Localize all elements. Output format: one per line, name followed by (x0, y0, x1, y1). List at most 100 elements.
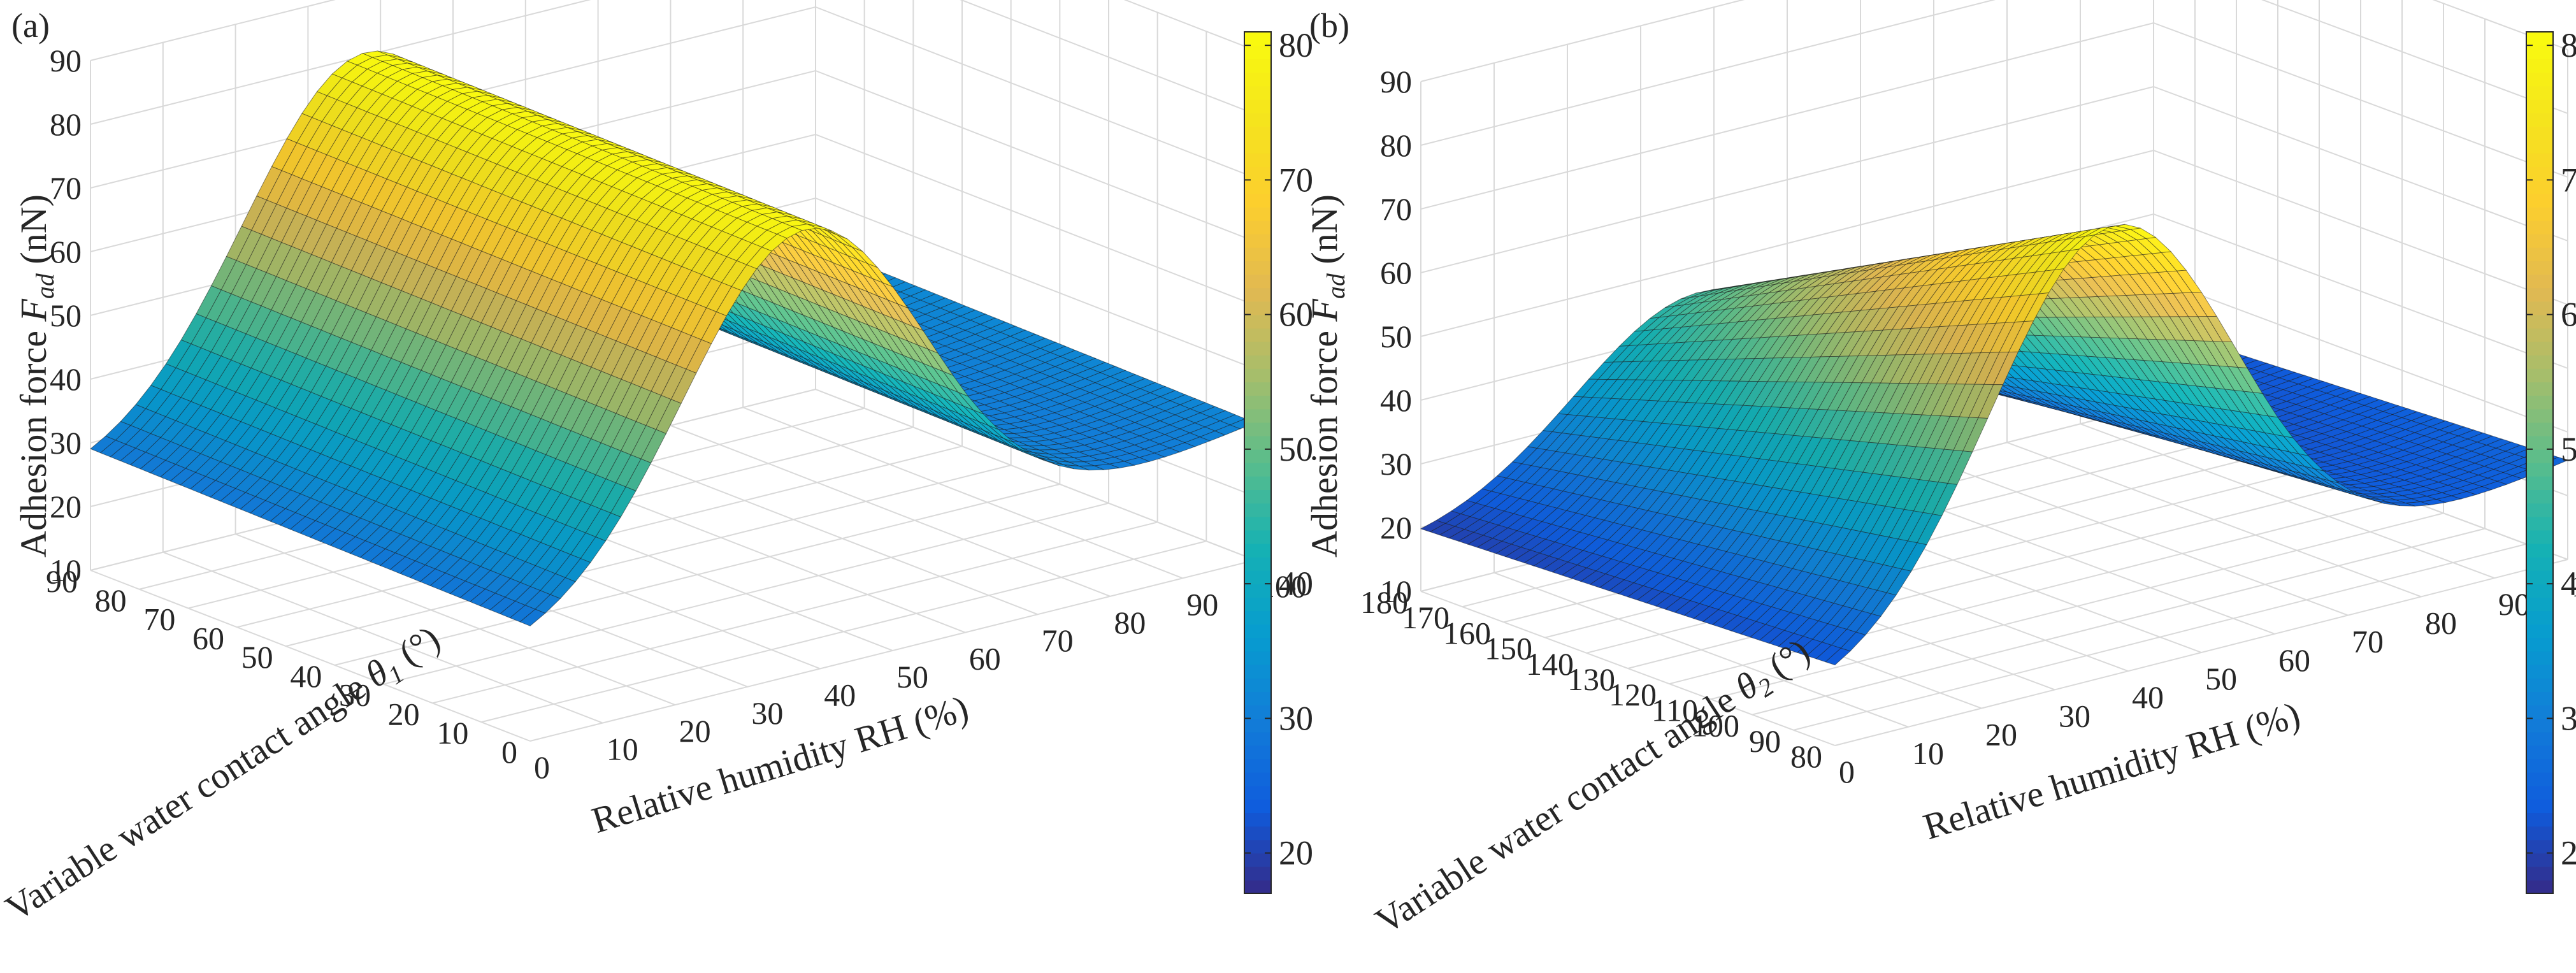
z-tick-label: 30 (1380, 446, 1412, 482)
colorbar-swatch (1244, 72, 1271, 87)
colorbar-swatch (2526, 879, 2553, 894)
colorbar-swatch (2526, 530, 2553, 544)
colorbar-swatch (1244, 112, 1271, 127)
colorbar-swatch (2526, 287, 2553, 302)
floor-gridline-x (598, 443, 1038, 616)
colorbar-swatch (1244, 826, 1271, 840)
colorbar-swatch (1244, 59, 1271, 73)
label-text: Variable water contact angle (1368, 674, 1750, 942)
colorbar-swatch (1244, 314, 1271, 329)
colorbar-swatch (1244, 32, 1271, 46)
colorbar-swatch (2526, 476, 2553, 491)
colorbar-swatch (2526, 839, 2553, 854)
colorbar-swatch (1244, 772, 1271, 786)
x-tick-label: 60 (2278, 642, 2310, 678)
colorbar-swatch (2526, 786, 2553, 800)
z-tick-label: 90 (50, 43, 82, 78)
x-tick-label: 10 (607, 732, 638, 767)
colorbar-tick-label: 40 (1279, 565, 1313, 603)
wall-gridline-z (90, 6, 1256, 189)
colorbar-swatch (1244, 584, 1271, 598)
colorbar-swatch (2526, 866, 2553, 881)
colorbar-swatch (1244, 193, 1271, 208)
colorbar-swatch (2526, 678, 2553, 692)
colorbar-swatch (1244, 422, 1271, 436)
panel-a: (a) 102030405060708090010203040506070809… (0, 0, 1313, 929)
y-tick-label: 80 (1790, 739, 1822, 774)
colorbar-swatch (2526, 624, 2553, 638)
colorbar-tick-label: 20 (2561, 834, 2576, 872)
x-tick-label: 50 (2205, 661, 2237, 696)
panel-b-z-axis-label: Adhesion force Fad (nN) (1304, 194, 1350, 558)
colorbar-swatch (1244, 543, 1271, 558)
colorbar-tick-label: 80 (1279, 26, 1313, 64)
colorbar-swatch (2526, 435, 2553, 450)
colorbar-tick-label: 30 (2561, 699, 2576, 737)
label-symbol: F (1304, 299, 1345, 322)
y-tick-label: 90 (1749, 723, 1781, 759)
colorbar-swatch (1244, 570, 1271, 584)
y-tick-label: 170 (1402, 600, 1450, 635)
colorbar-tick-label: 20 (1279, 834, 1313, 872)
colorbar-swatch (2526, 59, 2553, 73)
colorbar-swatch (1244, 261, 1271, 275)
colorbar-swatch (1244, 476, 1271, 491)
x-tick-label: 0 (534, 749, 550, 785)
colorbar-swatch (2526, 449, 2553, 463)
z-tick-label: 20 (1380, 510, 1412, 545)
colorbar-swatch (1244, 786, 1271, 800)
floor-gridline-x (742, 407, 1183, 579)
colorbar-swatch (2526, 274, 2553, 289)
colorbar-swatch (1244, 597, 1271, 612)
label-suffix: (nN) (1304, 194, 1345, 273)
colorbar-tick-label: 70 (2561, 161, 2576, 199)
colorbar-swatch (2526, 382, 2553, 396)
colorbar-swatch (2526, 180, 2553, 194)
z-tick-label: 60 (1380, 255, 1412, 291)
colorbar-swatch (2526, 758, 2553, 773)
colorbar-swatch (1244, 678, 1271, 692)
colorbar-swatch (2526, 206, 2553, 221)
y-tick-label: 50 (241, 639, 273, 675)
z-tick-label: 60 (50, 234, 82, 270)
colorbar-swatch (2526, 516, 2553, 531)
colorbar-tick-label: 60 (2561, 296, 2576, 334)
colorbar-swatch (1244, 233, 1271, 248)
colorbar-swatch (2526, 395, 2553, 410)
colorbar-swatch (1244, 220, 1271, 234)
y-tick-label: 120 (1609, 677, 1657, 712)
y-tick-label: 60 (192, 620, 224, 656)
colorbar-swatch (2526, 99, 2553, 113)
colorbar-swatch (1244, 463, 1271, 477)
z-tick-label: 90 (1380, 64, 1412, 99)
colorbar-swatch (1244, 287, 1271, 302)
floor-gridline-x (670, 424, 1111, 597)
colorbar-swatch (1244, 328, 1271, 342)
colorbar-swatch (2526, 341, 2553, 356)
colorbar-swatch (1244, 45, 1271, 60)
colorbar-swatch (1244, 691, 1271, 706)
x-tick-label: 60 (969, 641, 1001, 677)
colorbar-swatch (2526, 72, 2553, 87)
z-tick-label: 80 (1380, 127, 1412, 163)
colorbar-swatch (2526, 233, 2553, 248)
y-tick-label: 10 (436, 715, 468, 751)
colorbar-swatch (2526, 153, 2553, 168)
colorbar-swatch (1244, 368, 1271, 383)
x-tick-label: 20 (1985, 717, 2017, 753)
colorbar-swatch (1244, 503, 1271, 517)
colorbar-swatch (1244, 637, 1271, 652)
colorbar-swatch (1244, 758, 1271, 773)
colorbar-swatch (2526, 463, 2553, 477)
colorbar-swatch (1244, 705, 1271, 719)
y-tick-label: 130 (1567, 661, 1615, 697)
colorbar-swatch (2526, 812, 2553, 827)
x-tick-label: 80 (2425, 605, 2457, 640)
colorbar-swatch (1244, 651, 1271, 665)
colorbar-swatch (1244, 664, 1271, 679)
z-tick-label: 40 (1380, 382, 1412, 418)
y-tick-label: 160 (1443, 615, 1491, 651)
floor-gridline-y (335, 483, 1060, 666)
